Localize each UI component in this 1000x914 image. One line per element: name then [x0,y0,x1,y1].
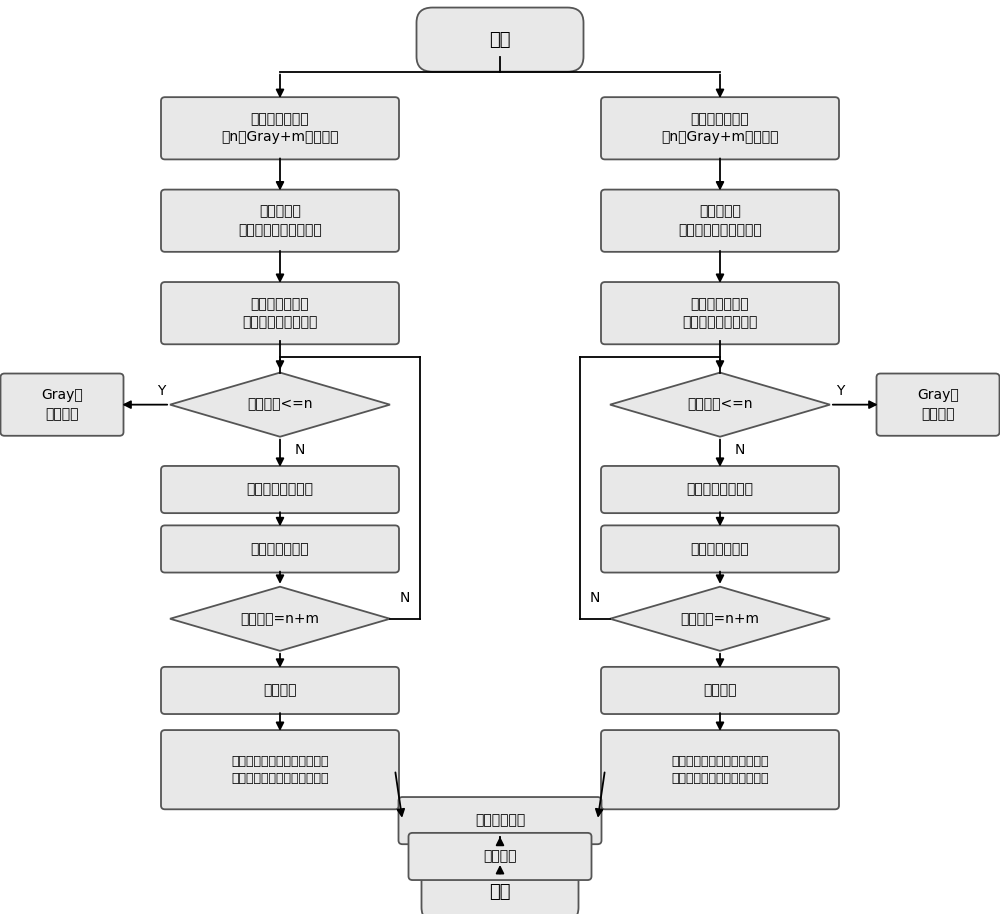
Polygon shape [610,587,830,651]
Text: 大津法阈値分割
（提取边缘像素点）: 大津法阈値分割 （提取边缘像素点） [682,297,758,329]
Text: 全局解码: 全局解码 [703,684,737,697]
FancyBboxPatch shape [409,833,592,880]
Text: 计算线移条纹中心: 计算线移条纹中心 [686,483,754,496]
Text: 联合横向和纵向码値计算左视
图中各采样像素的唯一性编码: 联合横向和纵向码値计算左视 图中各采样像素的唯一性编码 [231,755,329,785]
Text: N: N [400,590,410,605]
FancyBboxPatch shape [161,730,399,809]
FancyBboxPatch shape [601,282,839,345]
FancyBboxPatch shape [161,526,399,572]
FancyBboxPatch shape [601,97,839,159]
Text: Y: Y [836,384,844,398]
FancyBboxPatch shape [161,282,399,345]
FancyBboxPatch shape [601,466,839,513]
Text: 读取右视图图像
（n位Gray+m次线移）: 读取右视图图像 （n位Gray+m次线移） [661,112,779,144]
Text: 赋予周期内码値: 赋予周期内码値 [691,542,749,556]
FancyBboxPatch shape [161,97,399,159]
FancyBboxPatch shape [601,526,839,572]
Polygon shape [170,373,390,437]
FancyBboxPatch shape [422,862,578,914]
Text: 结束: 结束 [489,883,511,901]
Text: 全局解码: 全局解码 [263,684,297,697]
Text: 等値搜索匹配: 等値搜索匹配 [475,813,525,827]
FancyBboxPatch shape [399,797,602,845]
Text: N: N [735,443,745,457]
Polygon shape [170,587,390,651]
FancyBboxPatch shape [161,189,399,252]
Text: 开始: 开始 [489,30,511,48]
FancyBboxPatch shape [1,374,124,436]
FancyBboxPatch shape [416,7,584,71]
Text: N: N [295,443,305,457]
FancyBboxPatch shape [601,189,839,252]
Text: 图像序数=n+m: 图像序数=n+m [240,611,320,626]
FancyBboxPatch shape [161,667,399,714]
FancyBboxPatch shape [161,466,399,513]
FancyBboxPatch shape [877,374,1000,436]
Text: 读取左视图图像
（n位Gray+m次线移）: 读取左视图图像 （n位Gray+m次线移） [221,112,339,144]
Text: 图像序数=n+m: 图像序数=n+m [680,611,760,626]
Text: 图像预处理
（中值滤波、归一化）: 图像预处理 （中值滤波、归一化） [238,205,322,237]
FancyBboxPatch shape [601,730,839,809]
Text: N: N [590,590,600,605]
Text: 深度计算: 深度计算 [483,849,517,864]
Text: 联合横向和纵向码値计算右视
图中各采样像素的唯一性编码: 联合横向和纵向码値计算右视 图中各采样像素的唯一性编码 [671,755,769,785]
Text: 赋予周期内码値: 赋予周期内码値 [251,542,309,556]
Text: Gray码
边缘解码: Gray码 边缘解码 [41,388,83,420]
Polygon shape [610,373,830,437]
Text: 图像序数<=n: 图像序数<=n [687,398,753,411]
Text: Gray码
边缘解码: Gray码 边缘解码 [917,388,959,420]
Text: 图像序数<=n: 图像序数<=n [247,398,313,411]
Text: 大津法阈値分割
（提取边缘像素点）: 大津法阈値分割 （提取边缘像素点） [242,297,318,329]
Text: 图像预处理
（中值滤波、归一化）: 图像预处理 （中值滤波、归一化） [678,205,762,237]
Text: Y: Y [157,384,165,398]
Text: 计算线移条纹中心: 计算线移条纹中心 [246,483,314,496]
FancyBboxPatch shape [601,667,839,714]
